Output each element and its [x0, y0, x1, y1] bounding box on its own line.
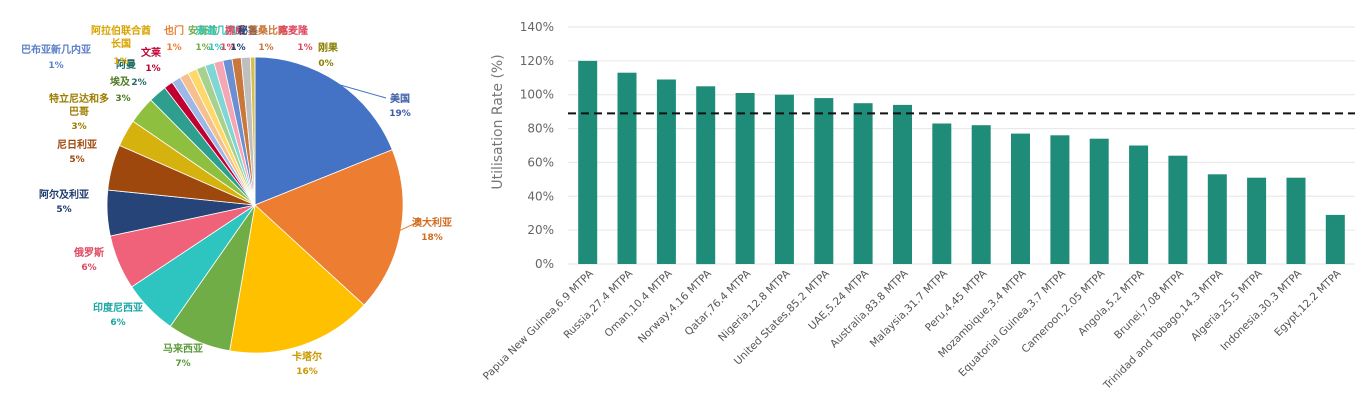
bar [1129, 145, 1149, 264]
pie-slice-label: 印度尼西亚 [93, 301, 143, 314]
x-category-label: Nigeria,12.8 MTPA [716, 267, 793, 344]
pie-slice-label: 挪威 [225, 24, 245, 37]
pie-slice-percent: 19% [389, 109, 411, 119]
y-tick-label: 0% [535, 257, 554, 271]
pie-slice-percent: 1% [195, 43, 210, 53]
bar [617, 72, 637, 264]
bar [774, 94, 794, 264]
y-tick-label: 40% [527, 189, 554, 203]
x-category-label: Algeria,25.5 MTPA [1189, 267, 1265, 343]
x-category-label: Norway,4.16 MTPA [636, 267, 715, 346]
pie-leader-line [336, 83, 387, 99]
pie-slice-label: 澳大利亚 [412, 216, 452, 229]
bar [1089, 138, 1109, 264]
x-category-label: Qatar,76.4 MTPA [683, 267, 754, 338]
y-tick-label: 140% [520, 20, 554, 34]
pie-slice-label: 莫桑比克 [247, 24, 288, 37]
pie-slice-percent: 1% [297, 43, 312, 53]
pie-slice-label: 秘鲁 [238, 24, 258, 37]
pie-slice-label: 巴布亚新几内亚 [21, 43, 91, 56]
bar [578, 60, 598, 265]
pie-slice-percent: 1% [48, 61, 63, 71]
pie-slice-label: 喀麦隆 [278, 24, 309, 37]
pie-slice-percent: 7% [175, 359, 190, 369]
pie-slice-percent: 6% [110, 318, 125, 328]
bar [1247, 177, 1267, 264]
bar [1207, 174, 1227, 264]
pie-slice-label: 卡塔尔 [292, 350, 322, 363]
pie-slice-label: 特立尼达和多巴哥 [49, 92, 109, 118]
y-tick-label: 100% [520, 88, 554, 102]
pie-slice-percent: 1% [113, 57, 128, 67]
pie-slice-percent: 16% [296, 367, 318, 377]
pie-slice-label: 阿拉伯联合酋长国 [91, 24, 151, 50]
pie-slice-label: 尼日利亚 [57, 138, 97, 151]
pie-slice-label: 马来西亚 [163, 342, 203, 355]
pie-slice-label: 刚果 [318, 41, 339, 54]
pie-slice-percent: 1% [145, 64, 160, 74]
bar [1050, 135, 1070, 264]
pie-slice-percent: 5% [69, 155, 84, 165]
pie-slice-percent: 1% [258, 43, 273, 53]
x-category-label: Malaysia,31.7 MTPA [868, 267, 951, 350]
pie-slice-percent: 1% [220, 43, 235, 53]
bar [1011, 133, 1030, 264]
y-tick-label: 20% [527, 223, 554, 237]
pie-slice [229, 204, 365, 354]
x-category-label: Egypt,12.2 MTPA [1272, 267, 1344, 339]
pie-slice-label: 俄罗斯 [73, 246, 104, 259]
bar [1286, 177, 1306, 264]
pie-slice-percent: 2% [131, 78, 146, 88]
pie-chart: 美国 19% 澳大利亚 18% 卡塔尔 16% 马来西亚 7% 印度尼西亚 6% 俄罗斯 6% 阿尔及利… [21, 24, 452, 377]
bar [893, 104, 912, 265]
y-axis-title: Utilisation Rate (%) [490, 54, 506, 189]
bar [814, 98, 834, 264]
pie-slice [249, 56, 256, 206]
bar [735, 93, 755, 264]
x-category-label: Angola,5.2 MTPA [1076, 267, 1147, 338]
pie-slice-percent: 18% [421, 233, 443, 243]
pie-slice-percent: 5% [56, 205, 71, 215]
pie-slice-percent: 1% [166, 43, 181, 53]
y-tick-label: 60% [527, 155, 554, 169]
pie-slice-label: 阿尔及利亚 [39, 188, 89, 201]
bar [1325, 214, 1345, 264]
pie-slice-label: 阿曼 [116, 59, 136, 71]
pie-slice-label: 安哥拉 [188, 24, 218, 37]
pie-slice-percent: 6% [81, 263, 96, 273]
pie-slice-percent: 0% [318, 59, 333, 69]
x-category-label: Oman,10.4 MTPA [602, 267, 675, 340]
bar [656, 79, 676, 264]
x-category-label: Australia,83.8 MTPA [828, 267, 911, 350]
pie-slice-percent: 1% [208, 43, 223, 53]
pie-slice-label: 美国 [390, 92, 410, 105]
pie-slice [254, 149, 404, 306]
pie-slice [254, 56, 393, 206]
y-tick-label: 80% [527, 122, 554, 136]
x-category-label: Russia,27.4 MTPA [561, 267, 635, 341]
bar [971, 125, 991, 264]
bar [932, 123, 952, 264]
pie-slice-label: 赤道几内亚 [196, 24, 246, 37]
pie-slice-percent: 3% [115, 94, 130, 104]
pie-slice-label: 也门 [164, 24, 184, 37]
pie-slice-percent: 1% [230, 43, 245, 53]
pie-leader-line [398, 221, 419, 232]
pie-slice-percent: 3% [71, 122, 86, 132]
bar [1168, 155, 1188, 264]
pie-slice-label: 埃及 [110, 75, 131, 88]
y-tick-label: 120% [520, 54, 554, 68]
bar [696, 86, 716, 265]
bar [853, 103, 873, 264]
bar-chart: Utilisation Rate (%) 0% 20% 40% 60% 80% 100% 1… [481, 20, 1355, 392]
pie-slice-label: 文莱 [141, 46, 161, 59]
x-category-label: Brunei,7.08 MTPA [1112, 267, 1187, 342]
